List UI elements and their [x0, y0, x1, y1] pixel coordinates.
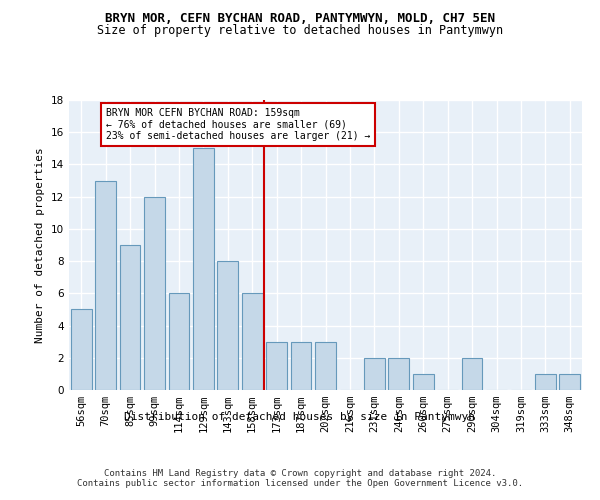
- Bar: [461, 358, 482, 390]
- Bar: [559, 374, 580, 390]
- Bar: [242, 294, 263, 390]
- Text: BRYN MOR, CEFN BYCHAN ROAD, PANTYMWYN, MOLD, CH7 5EN: BRYN MOR, CEFN BYCHAN ROAD, PANTYMWYN, M…: [105, 12, 495, 26]
- Text: BRYN MOR CEFN BYCHAN ROAD: 159sqm
← 76% of detached houses are smaller (69)
23% : BRYN MOR CEFN BYCHAN ROAD: 159sqm ← 76% …: [106, 108, 370, 142]
- Text: Contains HM Land Registry data © Crown copyright and database right 2024.
Contai: Contains HM Land Registry data © Crown c…: [77, 469, 523, 488]
- Text: Size of property relative to detached houses in Pantymwyn: Size of property relative to detached ho…: [97, 24, 503, 37]
- Bar: [315, 342, 336, 390]
- Bar: [535, 374, 556, 390]
- Bar: [388, 358, 409, 390]
- Bar: [95, 180, 116, 390]
- Bar: [193, 148, 214, 390]
- Bar: [169, 294, 190, 390]
- Bar: [217, 261, 238, 390]
- Y-axis label: Number of detached properties: Number of detached properties: [35, 147, 46, 343]
- Bar: [290, 342, 311, 390]
- Bar: [144, 196, 165, 390]
- Text: Distribution of detached houses by size in Pantymwyn: Distribution of detached houses by size …: [125, 412, 476, 422]
- Bar: [119, 245, 140, 390]
- Bar: [266, 342, 287, 390]
- Bar: [71, 310, 92, 390]
- Bar: [364, 358, 385, 390]
- Bar: [413, 374, 434, 390]
